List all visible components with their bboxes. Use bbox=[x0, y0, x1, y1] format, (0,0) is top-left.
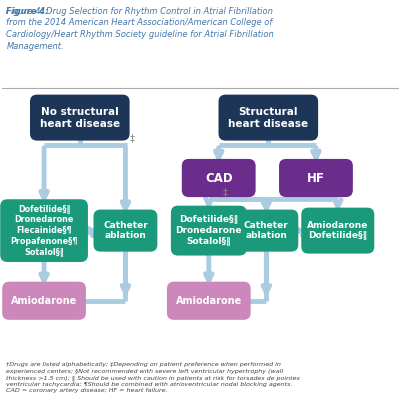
FancyBboxPatch shape bbox=[171, 206, 247, 256]
Text: Amiodarone: Amiodarone bbox=[11, 296, 77, 306]
Text: Amiodarone: Amiodarone bbox=[176, 296, 242, 306]
Text: Dofetilide§‖
Dronedarone
Flecainide§¶
Propafenone§¶
Sotalol§‖: Dofetilide§‖ Dronedarone Flecainide§¶ Pr… bbox=[10, 205, 78, 257]
Text: HF: HF bbox=[307, 172, 325, 184]
FancyBboxPatch shape bbox=[182, 159, 256, 197]
FancyBboxPatch shape bbox=[30, 95, 130, 140]
Text: Structural
heart disease: Structural heart disease bbox=[228, 107, 308, 129]
FancyBboxPatch shape bbox=[94, 210, 157, 252]
Text: No structural
heart disease: No structural heart disease bbox=[40, 107, 120, 129]
Text: Figure 4:: Figure 4: bbox=[6, 6, 52, 16]
FancyBboxPatch shape bbox=[279, 159, 353, 197]
Text: Dofetilide§‖
Dronedarone
Sotalol§‖: Dofetilide§‖ Dronedarone Sotalol§‖ bbox=[176, 215, 242, 246]
Text: ‡: ‡ bbox=[223, 188, 228, 198]
Text: Catheter
ablation: Catheter ablation bbox=[244, 221, 289, 240]
FancyBboxPatch shape bbox=[2, 282, 86, 320]
Text: ‡: ‡ bbox=[130, 133, 134, 143]
FancyBboxPatch shape bbox=[167, 282, 251, 320]
Text: †Drugs are listed alphabetically; ‡Depending on patient preference when performe: †Drugs are listed alphabetically; ‡Depen… bbox=[6, 362, 300, 394]
FancyBboxPatch shape bbox=[301, 208, 374, 254]
FancyBboxPatch shape bbox=[0, 199, 88, 262]
Text: CAD: CAD bbox=[205, 172, 232, 184]
Text: Figure 4: Drug Selection for Rhythm Control in Atrial Fibrillation
from the 2014: Figure 4: Drug Selection for Rhythm Cont… bbox=[6, 6, 274, 51]
Text: Amiodarone
Dofetilide§‖: Amiodarone Dofetilide§‖ bbox=[307, 221, 368, 240]
Text: Catheter
ablation: Catheter ablation bbox=[103, 221, 148, 240]
FancyBboxPatch shape bbox=[218, 95, 318, 140]
FancyBboxPatch shape bbox=[234, 210, 298, 252]
